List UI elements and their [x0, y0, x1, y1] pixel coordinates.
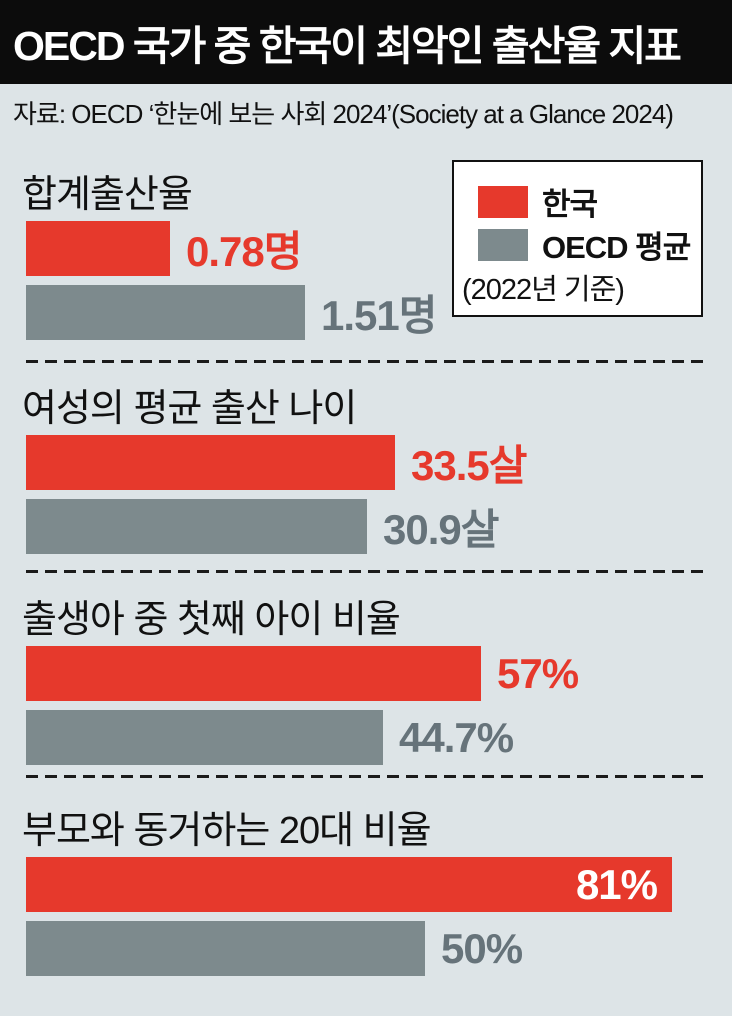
korea-bar-value: 0.78명	[186, 228, 302, 275]
oecd-bar	[26, 499, 367, 554]
section-title: 출생아 중 첫째 아이 비율	[22, 599, 401, 641]
legend-label-oecd: OECD 평균	[542, 230, 691, 265]
header-bar: OECD 국가 중 한국이 최악인 출산율 지표	[0, 0, 732, 84]
bar-row-korea: 0.78명	[26, 221, 732, 276]
korea-bar-value: 57%	[497, 649, 579, 697]
bar-row-oecd: 44.7%	[26, 710, 732, 765]
korea-bar-value: 33.5살	[411, 442, 527, 489]
chart-section-firstborn-share: 출생아 중 첫째 아이 비율 57% 44.7%	[22, 588, 706, 768]
legend-box: 한국 OECD 평균 (2022년 기준)	[452, 160, 703, 317]
legend-label-korea: 한국	[542, 187, 598, 222]
oecd-bar	[26, 921, 425, 976]
chart-section-birth-age: 여성의 평균 출산 나이 33.5살 30.9살	[22, 377, 706, 557]
source-caption: 자료: OECD ‘한눈에 보는 사회 2024’(Society at a G…	[13, 99, 674, 129]
legend-item-korea: 한국	[478, 179, 598, 224]
bar-row-oecd: 50%	[26, 921, 732, 976]
chart-section-living-with-parents: 부모와 동거하는 20대 비율 81% 50%	[22, 799, 706, 979]
bar-row-korea: 57%	[26, 646, 732, 701]
dashed-divider	[26, 360, 703, 363]
korea-bar-value: 81%	[575, 860, 658, 908]
bar-row-oecd: 1.51명	[26, 285, 732, 340]
korea-bar	[26, 646, 481, 701]
oecd-bar-value: 30.9살	[383, 506, 499, 553]
oecd-bar-value: 44.7%	[399, 713, 514, 761]
dashed-divider	[26, 570, 703, 573]
korea-bar: 81%	[26, 857, 672, 912]
section-title: 합계출산율	[22, 174, 193, 216]
bar-row-oecd: 30.9살	[26, 499, 732, 554]
oecd-bar-value: 50%	[441, 924, 523, 972]
korea-bar	[26, 221, 170, 276]
page-title: OECD 국가 중 한국이 최악인 출산율 지표	[13, 23, 682, 69]
legend-item-oecd: OECD 평균	[478, 222, 691, 267]
oecd-color-swatch	[478, 228, 528, 261]
bar-row-korea: 33.5살	[26, 435, 732, 490]
legend-note: (2022년 기준)	[462, 274, 625, 306]
oecd-bar-value: 1.51명	[321, 292, 437, 339]
oecd-bar	[26, 285, 305, 340]
bar-row-korea: 81%	[26, 857, 732, 912]
dashed-divider	[26, 775, 703, 778]
korea-color-swatch	[478, 185, 528, 218]
korea-bar	[26, 435, 395, 490]
section-title: 부모와 동거하는 20대 비율	[22, 810, 432, 852]
chart-section-fertility-rate: 합계출산율 0.78명 1.51명	[22, 163, 706, 343]
oecd-bar	[26, 710, 383, 765]
section-title: 여성의 평균 출산 나이	[22, 388, 357, 430]
